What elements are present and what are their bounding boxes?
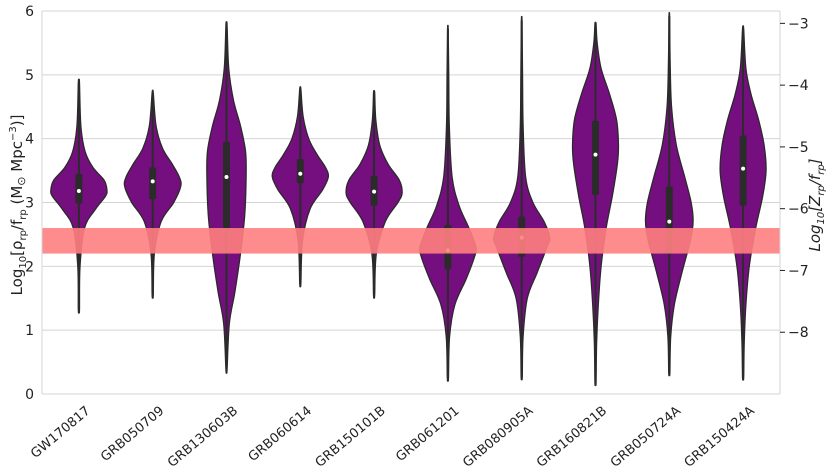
- y2-tick-label: −5: [788, 140, 809, 156]
- violin-median-dot: [298, 171, 303, 176]
- y2-tick-label: −7: [788, 263, 809, 279]
- y-tick-label: 6: [25, 4, 34, 20]
- y-tick-label: 5: [25, 68, 34, 84]
- y2-tick-label: −4: [788, 78, 809, 94]
- violin-iqr-box: [296, 159, 304, 184]
- y-tick-label: 4: [25, 132, 34, 148]
- violin-iqr-box: [75, 173, 83, 204]
- violin-median-dot: [224, 174, 229, 179]
- violin-iqr-box: [223, 141, 230, 229]
- violin-median-dot: [372, 189, 377, 194]
- highlight-band: [42, 228, 780, 254]
- violin-median-dot: [593, 152, 598, 157]
- violins: [50, 12, 767, 387]
- y-tick-label: 3: [25, 196, 34, 212]
- violin-iqr-box: [592, 120, 599, 195]
- violin-median-dot: [150, 179, 155, 184]
- violin-median-dot: [667, 219, 672, 224]
- y-tick-label: 0: [25, 387, 34, 403]
- y-tick-label: 2: [25, 259, 34, 275]
- y-tick-label: 1: [25, 323, 34, 339]
- violin-median-dot: [741, 166, 746, 171]
- y-axis-label-right: Log10[Zrp/frp]: [806, 158, 827, 251]
- highlight-band-layer: [42, 228, 780, 254]
- y2-tick-label: −6: [788, 202, 809, 218]
- y2-tick-label: −3: [788, 16, 809, 32]
- y-axis-label-left: Log10[ρrp/frp (M⊙ Mpc−3)]: [8, 115, 29, 296]
- violin-median-dot: [76, 189, 81, 194]
- y2-tick-label: −8: [788, 325, 809, 341]
